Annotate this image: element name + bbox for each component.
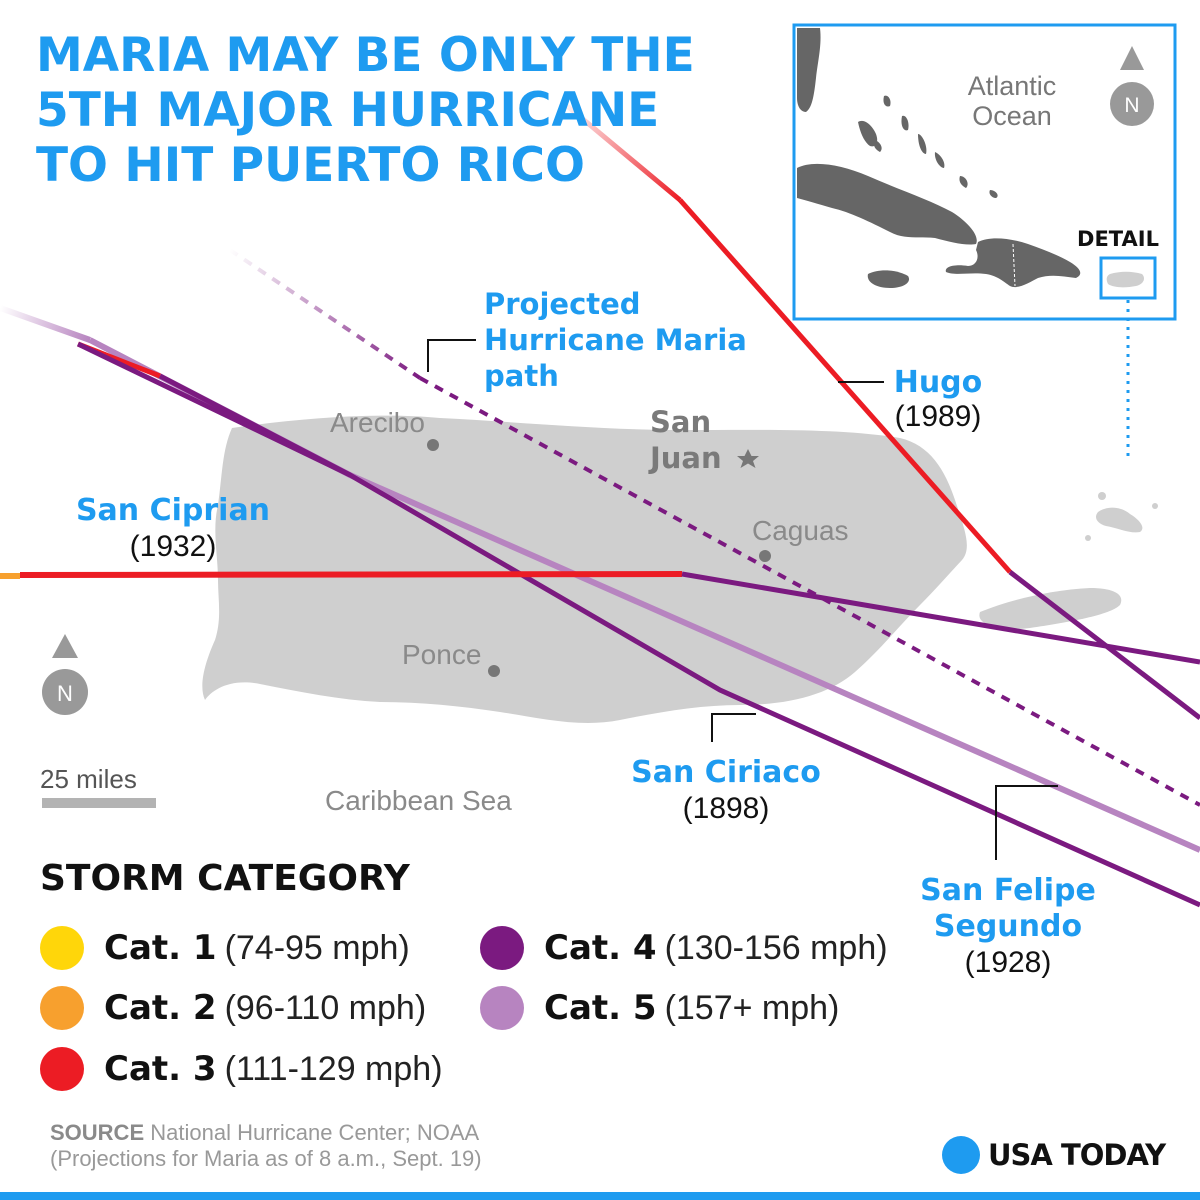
hugo-label-year: (1989) — [895, 400, 982, 433]
legend-range-label: (130-156 mph) — [664, 928, 888, 967]
legend-range-label: (157+ mph) — [664, 988, 840, 1027]
water-label-caribbean: Caribbean Sea — [325, 785, 512, 816]
brand-dot-icon — [942, 1136, 980, 1174]
san-ciprian-label-name: San Ciprian — [76, 493, 270, 528]
hugo-label-name: Hugo — [894, 365, 983, 400]
source-note: SOURCE National Hurricane Center; NOAA (… — [50, 1120, 482, 1172]
maria-path-fade — [228, 248, 422, 380]
ponce-marker — [488, 665, 500, 677]
legend-item-cat3: Cat. 3 (111-129 mph) — [40, 1047, 443, 1091]
legend-range-label: (74-95 mph) — [224, 928, 410, 967]
legend-swatch — [40, 986, 84, 1030]
capital-star-icon — [737, 449, 759, 468]
north-arrow-icon: N — [42, 634, 88, 715]
legend-swatch — [40, 1047, 84, 1091]
source-projection-note: (Projections for Maria as of 8 a.m., Sep… — [50, 1146, 482, 1171]
san-felipe-path-fade — [0, 305, 92, 343]
city-label-caguas: Caguas — [752, 515, 849, 546]
legend-title: STORM CATEGORY — [40, 858, 410, 899]
legend-item-cat2: Cat. 2 (96-110 mph) — [40, 986, 426, 1030]
scale-bar-label: 25 miles — [40, 764, 137, 794]
city-label-ponce: Ponce — [402, 639, 481, 670]
city-label-san-juan-line1: San — [650, 405, 711, 439]
legend-item-cat4: Cat. 4 (130-156 mph) — [480, 926, 888, 970]
maria-label-line2: Hurricane Maria — [484, 323, 747, 357]
title-line-3: TO HIT PUERTO RICO — [36, 138, 585, 193]
scale-bar — [42, 798, 156, 808]
legend-range-label: (96-110 mph) — [224, 988, 427, 1027]
inset-map — [792, 23, 1177, 458]
hugo-path-cat3 — [678, 198, 1012, 574]
maria-leader-line — [427, 339, 476, 372]
source-text: National Hurricane Center; NOAA — [150, 1120, 480, 1145]
small-islet — [1152, 503, 1158, 509]
inset-north-arrow-icon: N — [1110, 46, 1154, 126]
san-ciriaco-label-year: (1898) — [683, 792, 770, 825]
legend-item-cat5: Cat. 5 (157+ mph) — [480, 986, 839, 1030]
legend-item-cat1: Cat. 1 (74-95 mph) — [40, 926, 410, 970]
legend-cat-label: Cat. 5 — [544, 988, 657, 1028]
city-label-san-juan-line2: Juan — [648, 441, 722, 475]
legend-cat-label: Cat. 1 — [104, 928, 217, 968]
page-title: MARIA MAY BE ONLY THE 5TH MAJOR HURRICAN… — [36, 28, 695, 193]
san-ciriaco-leader-line — [711, 713, 756, 742]
san-ciriaco-early-path — [76, 341, 352, 478]
inset-ocean-label-line2: Ocean — [972, 101, 1052, 131]
legend-cat-label: Cat. 3 — [104, 1049, 217, 1089]
san-ciriaco-label-name: San Ciriaco — [631, 755, 821, 790]
svg-text:N: N — [57, 681, 73, 706]
title-line-1: MARIA MAY BE ONLY THE — [36, 28, 695, 83]
vieques-island — [979, 588, 1122, 630]
usa-today-logo: USA TODAY — [942, 1136, 1166, 1174]
inset-ocean-label-line1: Atlantic — [968, 71, 1057, 101]
san-felipe-label-year: (1928) — [965, 946, 1052, 979]
san-felipe-leader-line — [995, 785, 1058, 860]
inset-detail-label: DETAIL — [1077, 227, 1159, 251]
bottom-accent-bar — [0, 1192, 1200, 1200]
city-label-arecibo: Arecibo — [330, 407, 425, 438]
san-felipe-label-name1: San Felipe — [920, 873, 1096, 908]
brand-name: USA TODAY — [988, 1138, 1166, 1172]
legend-cat-label: Cat. 4 — [544, 928, 657, 968]
legend-swatch — [480, 986, 524, 1030]
maria-label-line1: Projected — [484, 287, 641, 321]
maria-projected-path — [419, 376, 1200, 807]
svg-text:N: N — [1124, 94, 1139, 117]
legend-cat-label: Cat. 2 — [104, 988, 217, 1028]
san-felipe-label-name2: Segundo — [934, 909, 1082, 944]
caguas-marker — [759, 550, 771, 562]
san-ciriaco-path-cat4 — [158, 373, 1200, 908]
san-ciprian-path-cat4 — [681, 571, 1200, 665]
arecibo-marker — [427, 439, 439, 451]
legend-swatch — [480, 926, 524, 970]
title-line-2: 5TH MAJOR HURRICANE — [36, 83, 660, 138]
culebra-island — [1095, 507, 1143, 533]
legend-swatch — [40, 926, 84, 970]
small-islet — [1098, 492, 1106, 500]
san-ciprian-label-year: (1932) — [130, 530, 217, 563]
san-ciprian-path-cat3 — [19, 571, 683, 578]
maria-label-line3: path — [484, 359, 559, 393]
source-label: SOURCE — [50, 1120, 145, 1145]
small-islet — [1085, 535, 1091, 541]
hugo-path-fade — [558, 98, 682, 202]
legend-range-label: (111-129 mph) — [224, 1049, 443, 1088]
